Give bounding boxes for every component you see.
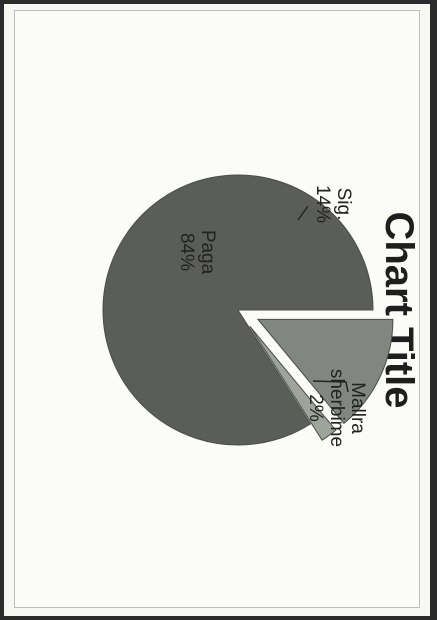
chart-title: Chart Title: [377, 211, 421, 408]
leader-line-mallra: [312, 380, 349, 393]
slice-label-paga: Paga84%: [176, 230, 218, 275]
pie-slice-3: [249, 325, 337, 441]
leader-line-sig: [297, 205, 309, 221]
slice-label-mallra-sherbime: Mallrasherbime2%: [305, 369, 368, 447]
pie-slice-2: [256, 318, 394, 425]
pie-slice-1: [102, 174, 374, 446]
slice-label-sig: Sig.14%: [312, 185, 354, 223]
